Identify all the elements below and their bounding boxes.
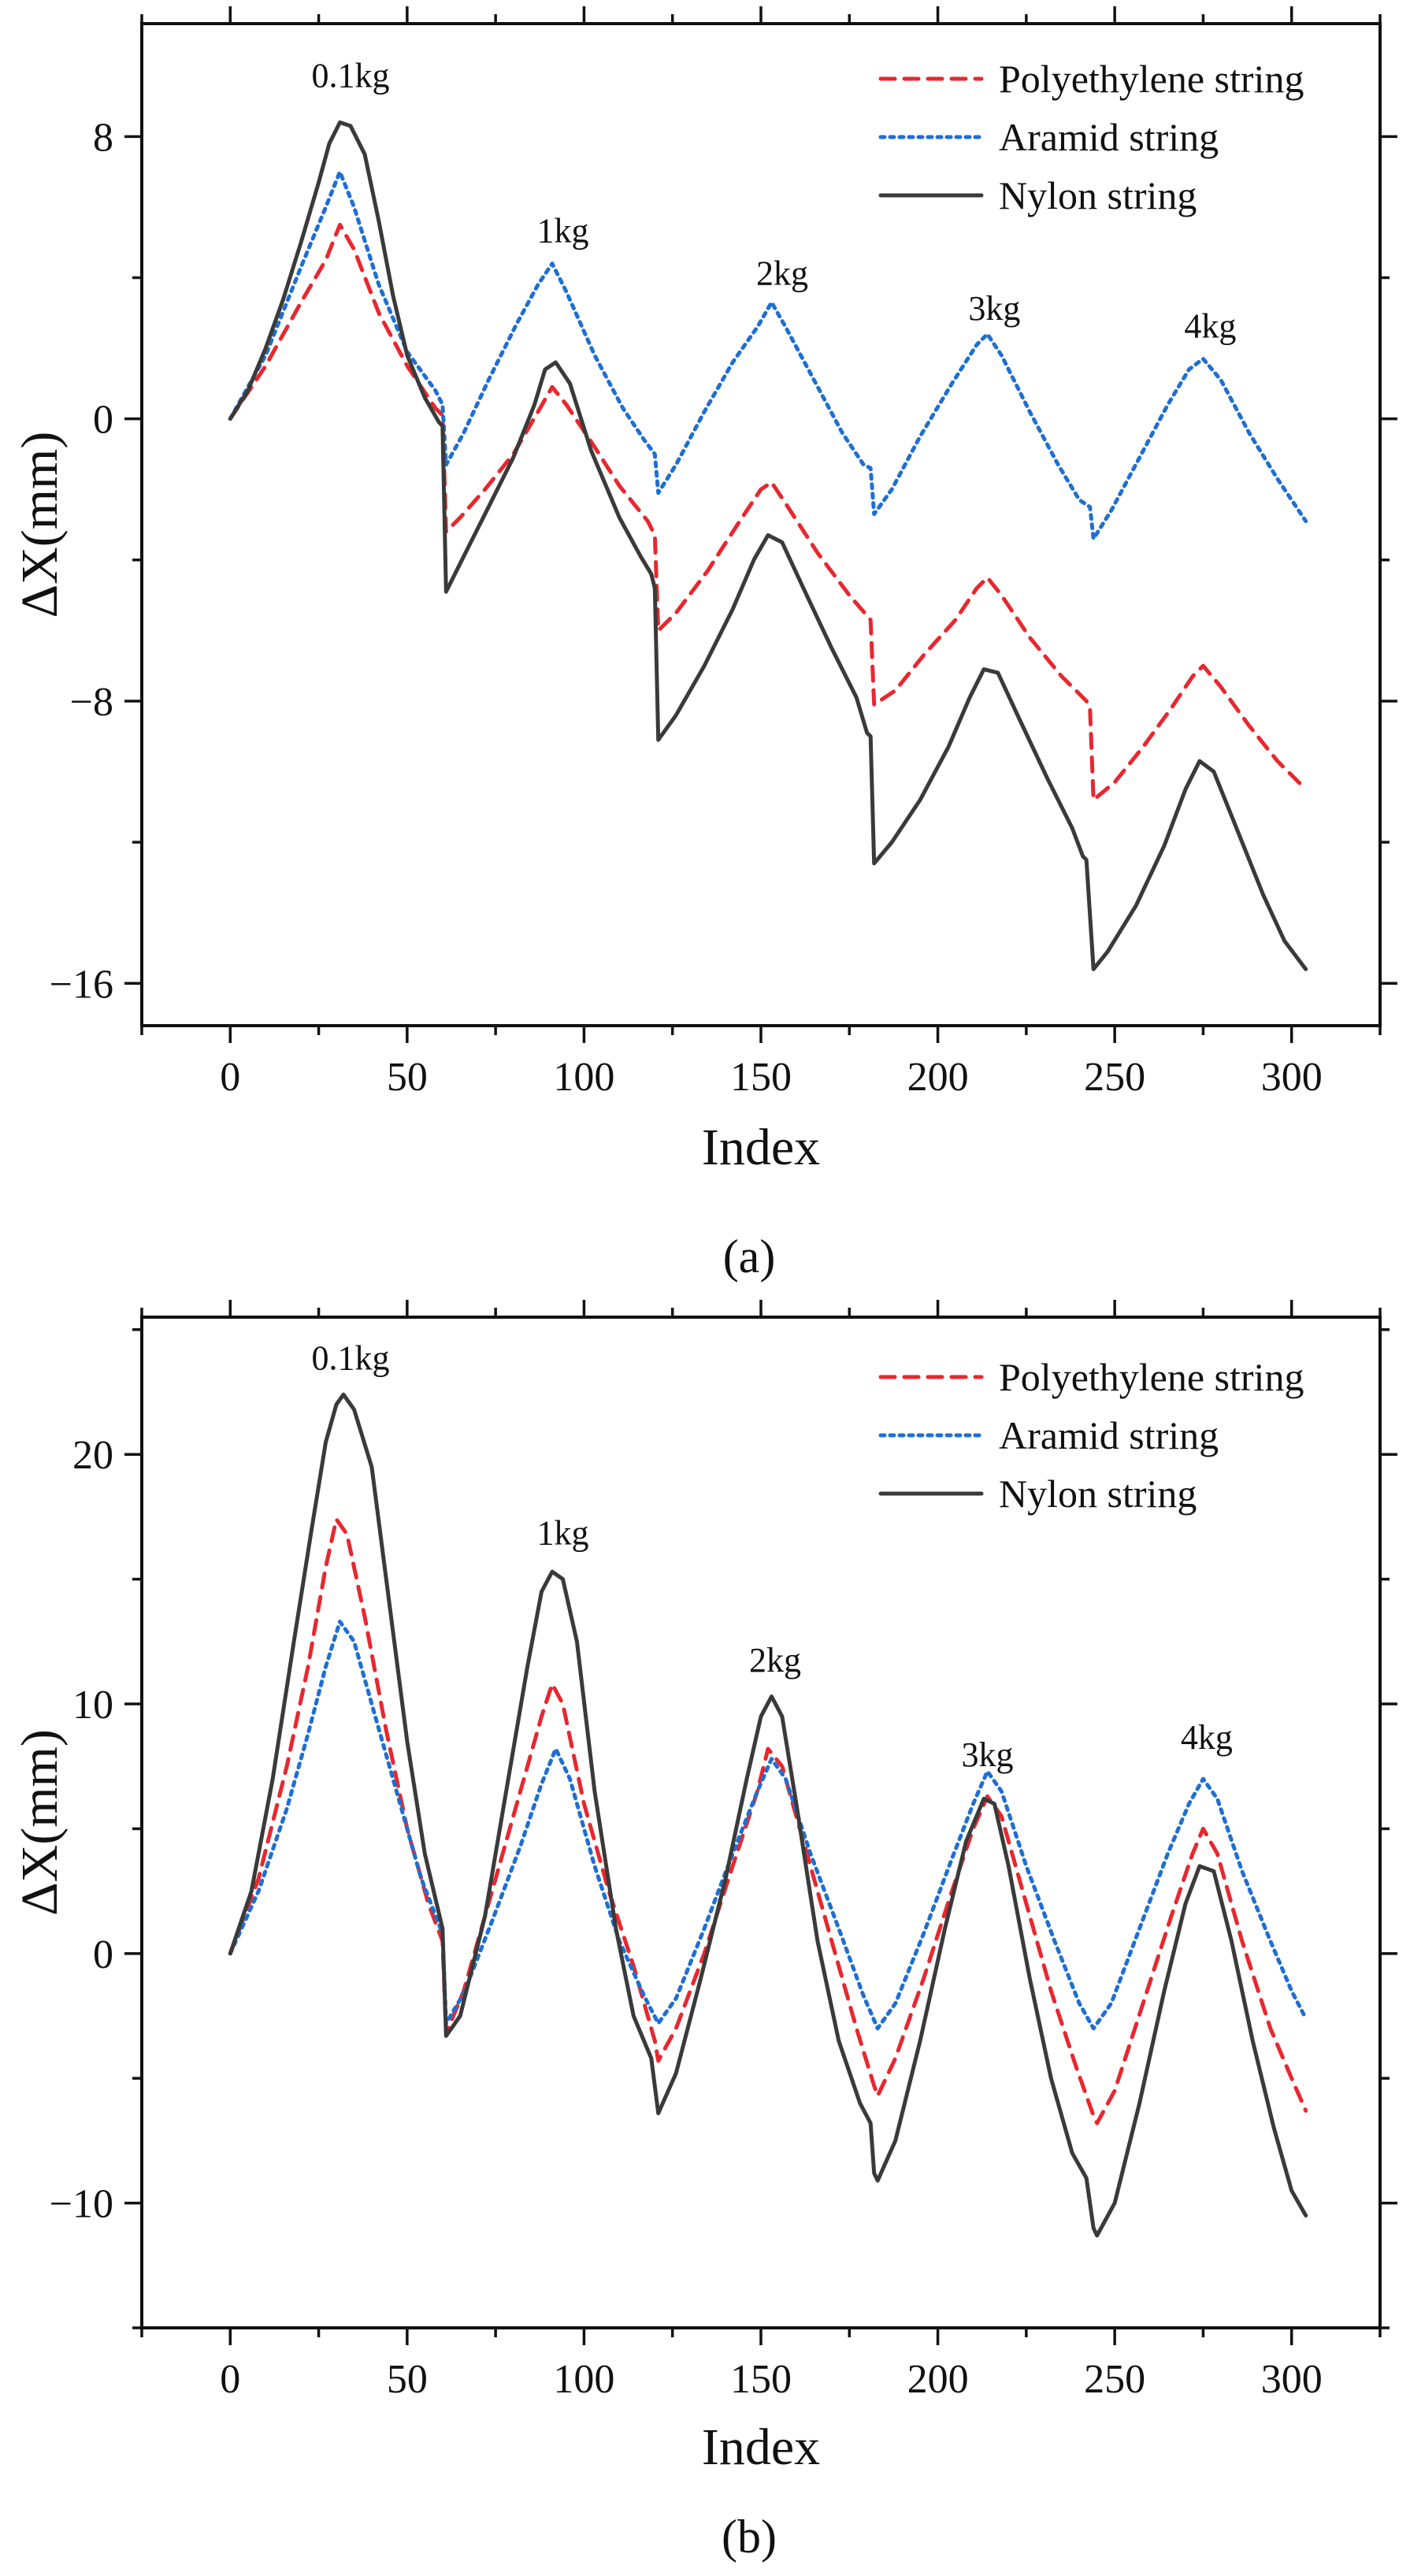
y-tick-label: 0 xyxy=(93,398,113,443)
x-tick-label: 100 xyxy=(553,2357,614,2402)
load-annotation: 0.1kg xyxy=(311,57,389,95)
x-tick-label: 250 xyxy=(1084,2357,1145,2402)
legend: Polyethylene string Aramid string Nylon st… xyxy=(878,1355,1304,1516)
series-line-polyethylene-string xyxy=(228,222,1308,802)
x-tick-label: 50 xyxy=(387,2357,428,2402)
x-tick-label: 200 xyxy=(907,1055,969,1100)
series-line-aramid-string xyxy=(228,1620,1308,2031)
x-tick-label: 0 xyxy=(220,1055,240,1100)
y-axis-title: ΔX(mm) xyxy=(11,1729,69,1916)
load-annotation: 3kg xyxy=(968,289,1020,328)
x-tick-label: 0 xyxy=(220,2357,240,2402)
load-annotation: 3kg xyxy=(961,1735,1013,1774)
legend-label: Aramid string xyxy=(999,115,1219,159)
y-tick-label: 20 xyxy=(72,1433,113,1478)
x-tick-label: 250 xyxy=(1084,1055,1145,1100)
panel-label: (b) xyxy=(722,2511,777,2563)
x-tick-label: 150 xyxy=(730,1055,792,1100)
y-tick-label: −8 xyxy=(70,680,113,725)
load-annotation: 2kg xyxy=(749,1641,801,1680)
y-tick-label: 0 xyxy=(93,1932,113,1977)
x-tick-label: 150 xyxy=(730,2357,792,2402)
load-annotation: 1kg xyxy=(536,1513,588,1552)
x-axis-title: Index xyxy=(702,2418,820,2476)
legend-label: Polyethylene string xyxy=(999,57,1304,101)
legend-label: Polyethylene string xyxy=(999,1355,1304,1399)
y-tick-label: 8 xyxy=(93,115,113,160)
series-line-nylon-string xyxy=(228,1392,1308,2238)
panel-label: (a) xyxy=(723,1230,776,1282)
x-axis-title: Index xyxy=(702,1119,820,1176)
x-tick-label: 50 xyxy=(387,1055,428,1100)
y-tick-label: 10 xyxy=(72,1683,113,1728)
panel-a: 0 50 100 150 200 250 300 −16 −8 0 8 Index ΔX(mm) (a) 0… xyxy=(11,6,1397,1282)
plot-frame xyxy=(140,1316,1382,2329)
series-line-nylon-string xyxy=(228,120,1308,971)
x-tick-label: 300 xyxy=(1261,2357,1323,2402)
legend-label: Aramid string xyxy=(999,1413,1219,1457)
y-axis-title: ΔX(mm) xyxy=(11,432,69,618)
y-tick-label: −16 xyxy=(50,962,113,1007)
load-annotation: 4kg xyxy=(1181,1718,1233,1757)
load-annotation: 4kg xyxy=(1184,307,1236,346)
load-annotation: 2kg xyxy=(756,254,808,292)
series-line-aramid-string xyxy=(228,169,1308,541)
load-annotation: 0.1kg xyxy=(311,1339,389,1378)
legend-label: Nylon string xyxy=(999,173,1197,217)
load-annotation: 1kg xyxy=(536,212,588,251)
legend-label: Nylon string xyxy=(999,1472,1197,1516)
y-tick-label: −10 xyxy=(50,2182,113,2227)
x-tick-label: 200 xyxy=(907,2357,969,2402)
legend: Polyethylene string Aramid string Nylon st… xyxy=(878,57,1304,217)
x-tick-label: 100 xyxy=(553,1055,614,1100)
x-tick-label: 300 xyxy=(1261,1055,1323,1100)
panel-b: 0 50 100 150 200 250 300 −10 0 10 20 Index ΔX(mm) (b)… xyxy=(11,1300,1397,2563)
